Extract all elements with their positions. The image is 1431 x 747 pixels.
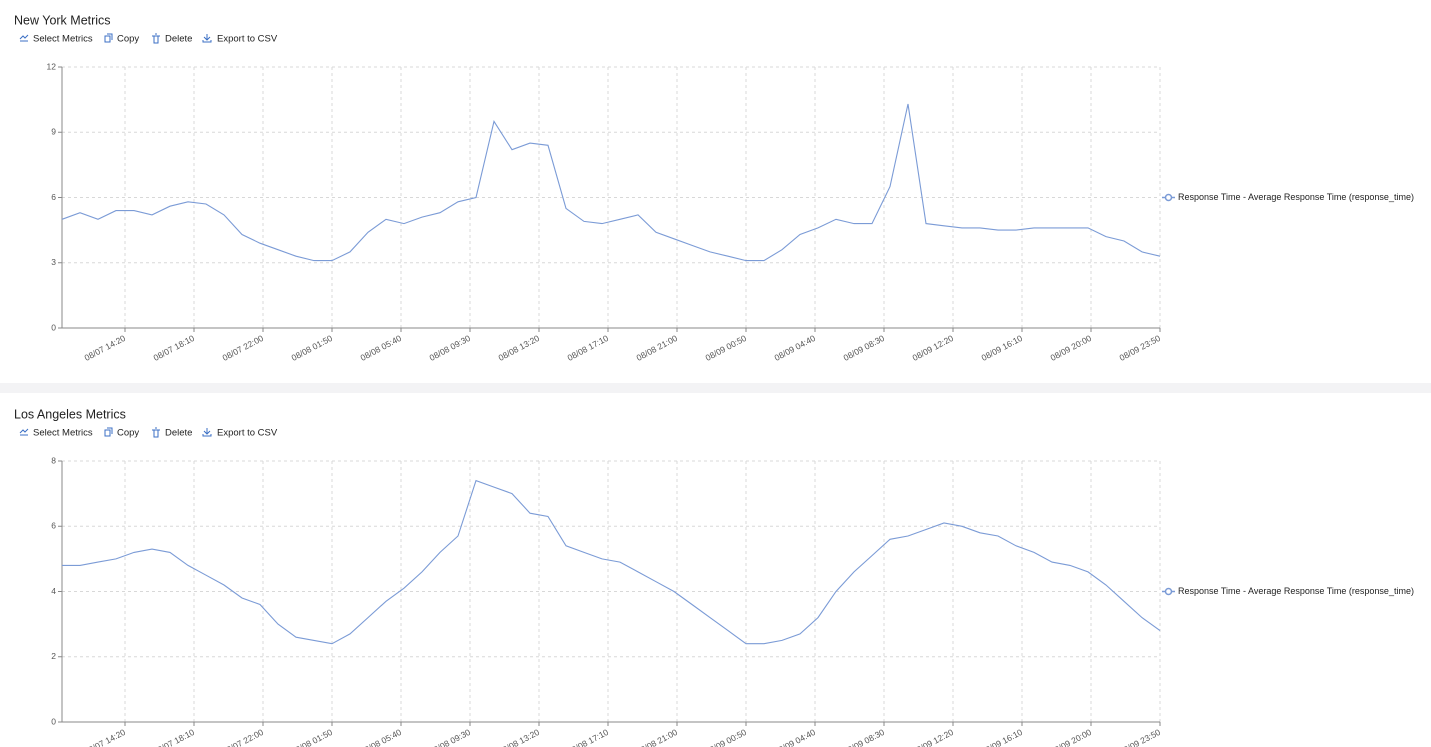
toolbar-button[interactable]: Export to CSV — [217, 34, 278, 45]
panel-title: Los Angeles Metrics — [14, 407, 126, 421]
y-tick-label: 6 — [51, 521, 56, 531]
x-tick-label: 08/08 09:30 — [428, 727, 473, 747]
x-tick-label: 08/08 17:10 — [566, 727, 611, 747]
y-tick-label: 3 — [51, 257, 56, 267]
y-tick-label: 6 — [51, 192, 56, 202]
toolbar-icon — [152, 33, 160, 44]
x-tick-label: 08/09 20:00 — [1049, 727, 1094, 747]
toolbar-button[interactable]: Delete — [165, 428, 192, 439]
series-line — [61, 103, 1161, 262]
x-tick-label: 08/08 05:40 — [359, 727, 404, 747]
x-tick-label: 08/09 08:30 — [842, 727, 887, 747]
y-tick-label: 8 — [51, 455, 56, 465]
x-tick-label: 08/07 18:10 — [152, 333, 197, 363]
x-tick-label: 08/09 23:50 — [1118, 727, 1163, 747]
x-tick-label: 08/09 00:50 — [704, 333, 749, 363]
toolbar-icon — [19, 34, 29, 42]
x-tick-label: 08/09 04:40 — [773, 727, 818, 747]
x-tick-label: 08/08 21:00 — [635, 333, 680, 363]
panel-separator — [0, 383, 1431, 393]
legend-marker — [1164, 587, 1173, 596]
x-tick-label: 08/08 05:40 — [359, 333, 404, 363]
x-tick-label: 08/07 22:00 — [221, 333, 266, 363]
x-tick-label: 08/08 01:50 — [290, 333, 335, 363]
toolbar-button[interactable]: Copy — [117, 34, 139, 45]
x-tick-label: 08/07 18:10 — [152, 727, 197, 747]
x-tick-label: 08/08 17:10 — [566, 333, 611, 363]
toolbar-button[interactable]: Export to CSV — [217, 428, 278, 439]
toolbar-button[interactable]: Select Metrics — [33, 34, 93, 45]
toolbar-icon — [104, 33, 113, 43]
x-tick-label: 08/09 12:20 — [911, 727, 956, 747]
x-tick-label: 08/08 13:20 — [497, 333, 542, 363]
toolbar-button[interactable]: Copy — [117, 428, 139, 439]
y-tick-label: 4 — [51, 586, 56, 596]
series-line — [62, 479, 1161, 645]
x-tick-label: 08/09 20:00 — [1049, 333, 1094, 363]
legend-label[interactable]: Response Time - Average Response Time (r… — [1178, 192, 1414, 202]
legend-label[interactable]: Response Time - Average Response Time (r… — [1178, 586, 1414, 596]
toolbar-icon — [19, 428, 29, 436]
x-tick-label: 08/07 22:00 — [221, 727, 266, 747]
x-tick-label: 08/08 09:30 — [428, 333, 473, 363]
y-tick-label: 12 — [47, 61, 57, 71]
y-tick-label: 2 — [51, 651, 56, 661]
toolbar-icon — [202, 428, 212, 437]
toolbar-button[interactable]: Delete — [165, 34, 192, 45]
x-tick-label: 08/08 01:50 — [290, 727, 335, 747]
x-tick-label: 08/09 12:20 — [911, 333, 956, 363]
legend-marker — [1164, 193, 1173, 202]
toolbar-icon — [202, 34, 212, 43]
y-tick-label: 0 — [51, 716, 56, 726]
x-tick-label: 08/08 13:20 — [497, 727, 542, 747]
x-tick-label: 08/09 23:50 — [1118, 333, 1163, 363]
y-tick-label: 0 — [51, 322, 56, 332]
toolbar-icon — [152, 427, 160, 438]
x-tick-label: 08/08 21:00 — [635, 727, 680, 747]
x-tick-label: 08/07 14:20 — [83, 333, 128, 363]
x-tick-label: 08/09 08:30 — [842, 333, 887, 363]
toolbar-icon — [104, 427, 113, 437]
toolbar-button[interactable]: Select Metrics — [33, 428, 93, 439]
panel-title: New York Metrics — [14, 13, 111, 27]
x-tick-label: 08/09 00:50 — [704, 727, 749, 747]
x-tick-label: 08/09 16:10 — [980, 727, 1025, 747]
x-tick-label: 08/09 04:40 — [773, 333, 818, 363]
x-tick-label: 08/09 16:10 — [980, 333, 1025, 363]
y-tick-label: 9 — [51, 127, 56, 137]
x-tick-label: 08/07 14:20 — [83, 727, 128, 747]
